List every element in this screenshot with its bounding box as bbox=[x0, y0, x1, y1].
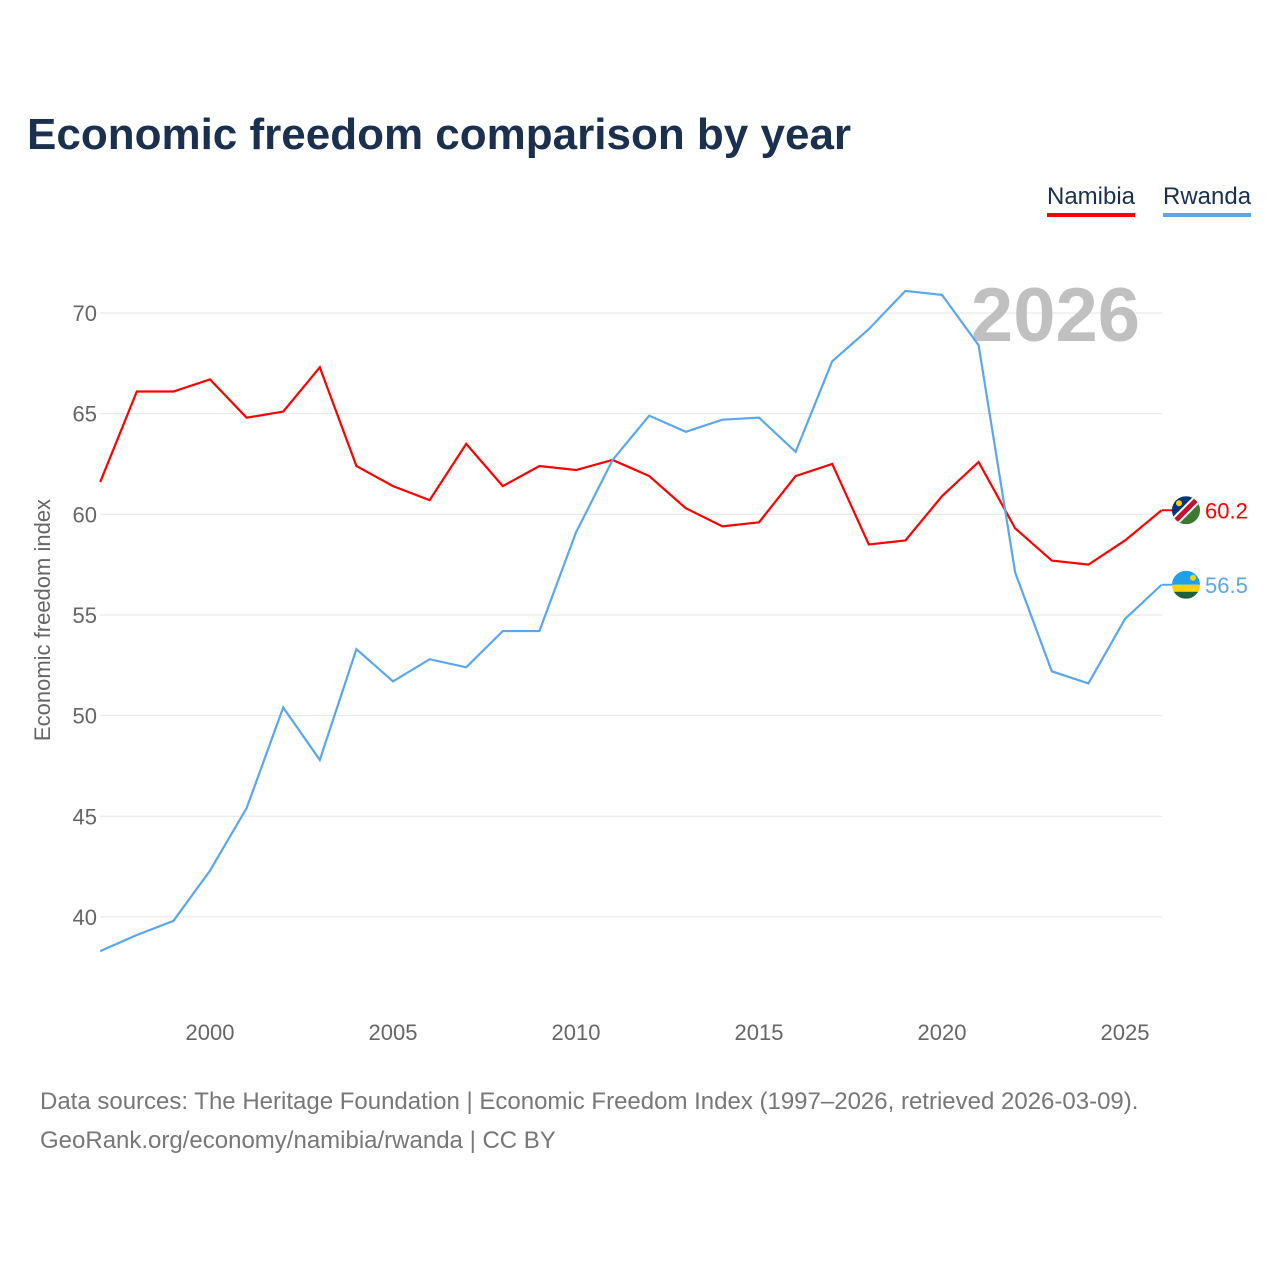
y-axis-label: Economic freedom index bbox=[30, 499, 55, 741]
legend-rwanda[interactable]: Rwanda bbox=[1163, 183, 1252, 217]
y-tick-label: 40 bbox=[73, 905, 97, 930]
x-tick-label: 2015 bbox=[735, 1020, 784, 1045]
x-tick-label: 2000 bbox=[186, 1020, 235, 1045]
legend-namibia[interactable]: Namibia bbox=[1047, 183, 1136, 217]
x-tick-label: 2025 bbox=[1101, 1020, 1150, 1045]
y-tick-label: 50 bbox=[73, 704, 97, 729]
plot-area: 40 45 50 55 60 65 70 2000 2005 2010 2015 2020 2025 Ec… bbox=[30, 273, 1248, 1045]
year-watermark: 2026 bbox=[971, 273, 1140, 358]
chart-title: Economic freedom comparison by year bbox=[27, 110, 852, 159]
x-tick-label: 2005 bbox=[369, 1020, 418, 1045]
y-tick-label: 60 bbox=[73, 502, 97, 527]
attribution-line: GeoRank.org/economy/namibia/rwanda | CC … bbox=[40, 1127, 556, 1154]
series-line-rwanda bbox=[99, 289, 1163, 953]
end-value-label-rwanda: 56.5 bbox=[1205, 573, 1248, 598]
source-line: Data sources: The Heritage Foundation | … bbox=[40, 1088, 1139, 1115]
flag-namibia-icon bbox=[1172, 496, 1200, 525]
y-tick-label: 45 bbox=[73, 804, 97, 829]
y-tick-label: 55 bbox=[73, 603, 97, 628]
end-value-label-namibia: 60.2 bbox=[1205, 498, 1248, 523]
series-line-namibia bbox=[99, 365, 1163, 566]
y-tick-label: 70 bbox=[73, 301, 97, 326]
x-tick-label: 2010 bbox=[552, 1020, 601, 1045]
y-tick-label: 65 bbox=[73, 402, 97, 427]
x-tick-label: 2020 bbox=[918, 1020, 967, 1045]
flag-rwanda-icon bbox=[1172, 570, 1200, 599]
